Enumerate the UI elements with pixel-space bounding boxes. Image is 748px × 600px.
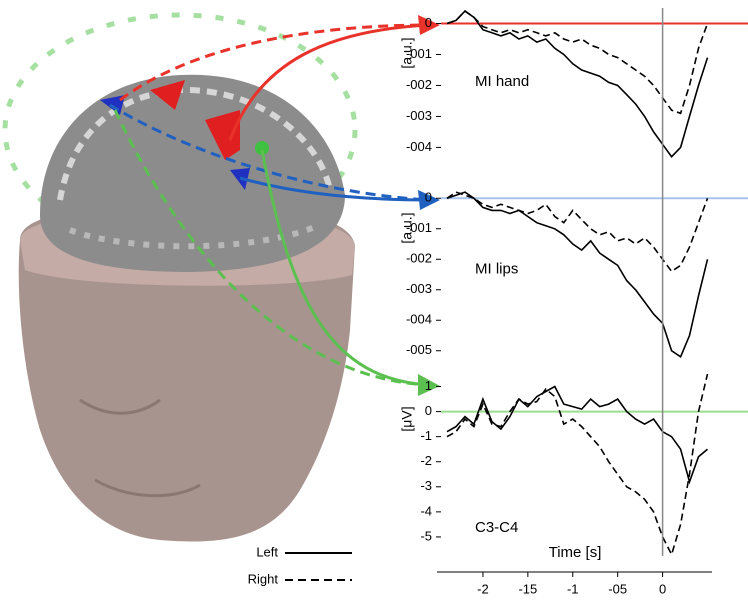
y-axis-label: [μV] [399,406,415,431]
y-tick-label: -004 [406,139,432,154]
head-illustration [2,12,440,542]
y-tick-label: -002 [406,77,432,92]
y-tick-label: -3 [420,478,432,493]
y-tick-label: -5 [420,528,432,543]
series-line [446,10,709,158]
y-tick-label: 0 [425,190,432,205]
series-line [446,10,709,115]
y-tick-label: -003 [406,281,432,296]
y-tick-label: -001 [406,220,432,235]
x-tick-label: -2 [477,581,489,596]
y-tick-label: 0 [425,403,432,418]
series-line [446,385,709,485]
annotation: MI lips [475,260,518,277]
x-tick-label: -05 [608,581,627,596]
x-tick-label: -1 [567,581,579,596]
y-tick-label: -005 [406,342,432,357]
annotation: MI hand [475,73,529,90]
y-tick-label: -1 [420,428,432,443]
x-tick-label: -15 [518,581,537,596]
y-tick-label: -4 [420,503,432,518]
legend: Left Right [248,544,352,586]
legend-label: Left [256,544,278,559]
y-tick-label: -004 [406,312,432,327]
annotation: C3-C4 [475,519,518,536]
y-tick-label: -2 [420,453,432,468]
x-tick-label: 0 [659,581,666,596]
x-axis-label: Time [s] [549,544,602,561]
y-tick-label: 1 [425,378,432,393]
y-tick-label: -003 [406,108,432,123]
y-tick-label: 0 [425,15,432,30]
series-line [446,191,709,273]
y-tick-label: -002 [406,251,432,266]
y-tick-label: -001 [406,46,432,61]
y-axis-label: [a.u.] [399,37,415,68]
series-line [446,373,709,557]
y-axis-label: [a.u.] [399,212,415,243]
series-line [446,191,709,359]
legend-label: Right [248,571,279,586]
